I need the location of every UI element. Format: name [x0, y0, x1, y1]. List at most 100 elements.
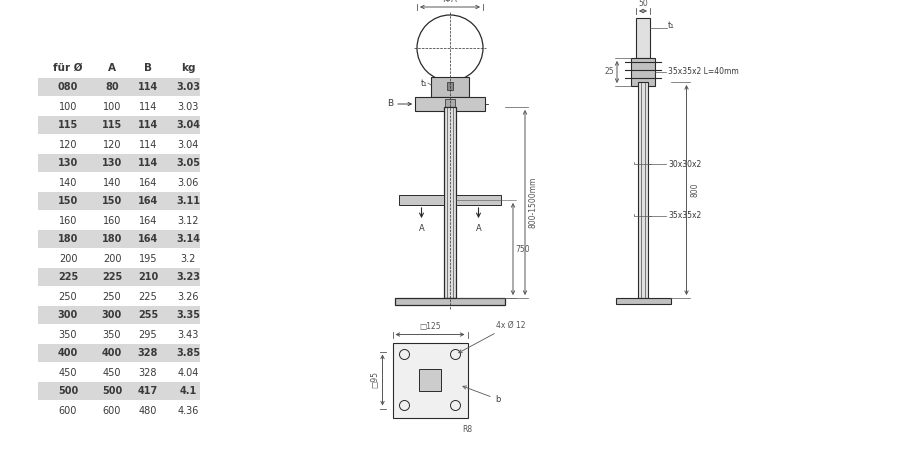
Text: 500: 500 — [58, 387, 78, 396]
Text: 3.05: 3.05 — [176, 158, 200, 168]
Text: 3.12: 3.12 — [177, 216, 199, 225]
Text: 3.06: 3.06 — [177, 177, 199, 188]
Bar — [38, 268, 200, 286]
Bar — [399, 195, 444, 205]
Text: 3.14: 3.14 — [176, 234, 200, 244]
Text: 3.2: 3.2 — [180, 253, 195, 264]
Text: A: A — [475, 224, 482, 233]
Text: 600: 600 — [58, 405, 77, 415]
Text: 4.04: 4.04 — [177, 368, 199, 378]
Text: 164: 164 — [139, 216, 158, 225]
Text: 350: 350 — [58, 329, 77, 339]
Text: 150: 150 — [58, 197, 78, 207]
Text: R8: R8 — [463, 426, 473, 435]
Text: 3.85: 3.85 — [176, 348, 200, 359]
Text: 225: 225 — [102, 273, 122, 283]
Text: 100: 100 — [103, 102, 122, 112]
Text: 35x35x2 L=40mm: 35x35x2 L=40mm — [668, 68, 739, 76]
Text: B: B — [144, 63, 152, 73]
Text: 480: 480 — [139, 405, 158, 415]
Text: 250: 250 — [103, 292, 122, 302]
Text: 164: 164 — [138, 234, 158, 244]
Text: □95: □95 — [371, 372, 380, 388]
Bar — [38, 306, 200, 324]
Text: 115: 115 — [58, 121, 78, 130]
Text: 4x Ø 12: 4x Ø 12 — [459, 320, 525, 353]
Text: 210: 210 — [138, 273, 158, 283]
Text: 195: 195 — [139, 253, 158, 264]
Text: 328: 328 — [138, 348, 158, 359]
Bar — [456, 195, 501, 205]
Text: b: b — [463, 386, 501, 404]
Text: kg: kg — [181, 63, 195, 73]
Text: 500: 500 — [102, 387, 122, 396]
Bar — [419, 369, 441, 391]
Text: 225: 225 — [139, 292, 158, 302]
Text: □125: □125 — [419, 323, 441, 332]
Text: 160: 160 — [103, 216, 122, 225]
Bar — [38, 230, 200, 248]
Text: 114: 114 — [139, 140, 158, 149]
Text: 3.43: 3.43 — [177, 329, 199, 339]
Text: t₁: t₁ — [420, 78, 427, 87]
Text: 164: 164 — [139, 177, 158, 188]
Text: 3.35: 3.35 — [176, 310, 200, 320]
Text: 130: 130 — [58, 158, 78, 168]
Text: 115: 115 — [102, 121, 122, 130]
Text: 3.23: 3.23 — [176, 273, 200, 283]
Text: 328: 328 — [139, 368, 158, 378]
Text: für Ø: für Ø — [53, 63, 83, 73]
Text: 120: 120 — [103, 140, 122, 149]
Text: 3.26: 3.26 — [177, 292, 199, 302]
Text: 114: 114 — [138, 82, 158, 93]
Text: 25: 25 — [605, 68, 614, 76]
Bar — [38, 116, 200, 134]
Text: 417: 417 — [138, 387, 158, 396]
Text: 3.11: 3.11 — [176, 197, 200, 207]
Text: 3.03: 3.03 — [177, 102, 199, 112]
Bar — [38, 154, 200, 172]
Text: 250: 250 — [58, 292, 77, 302]
Text: t₁: t₁ — [668, 22, 675, 31]
Text: 3.04: 3.04 — [176, 121, 200, 130]
Text: 100: 100 — [58, 102, 77, 112]
Text: A: A — [108, 63, 116, 73]
Text: 3.04: 3.04 — [177, 140, 199, 149]
Text: 114: 114 — [138, 158, 158, 168]
Text: 200: 200 — [103, 253, 122, 264]
Bar — [392, 342, 467, 418]
Text: 120: 120 — [58, 140, 77, 149]
Text: 80: 80 — [105, 82, 119, 93]
Text: 400: 400 — [102, 348, 122, 359]
Text: 35x35x2: 35x35x2 — [668, 212, 701, 220]
Text: 600: 600 — [103, 405, 122, 415]
Text: A: A — [418, 224, 425, 233]
Text: 400: 400 — [58, 348, 78, 359]
Bar — [38, 382, 200, 400]
Text: 450: 450 — [58, 368, 77, 378]
Bar — [638, 82, 648, 298]
Bar — [444, 107, 456, 298]
Bar — [616, 298, 670, 304]
Text: 180: 180 — [58, 234, 78, 244]
Text: B: B — [387, 99, 393, 108]
Text: 4.1: 4.1 — [179, 387, 196, 396]
Bar — [631, 58, 655, 86]
Text: IΦA: IΦA — [443, 0, 457, 4]
Text: 130: 130 — [102, 158, 122, 168]
Text: 30x30x2: 30x30x2 — [668, 160, 701, 169]
Text: 114: 114 — [139, 102, 158, 112]
Text: 200: 200 — [58, 253, 77, 264]
Text: 4.36: 4.36 — [177, 405, 199, 415]
Text: 180: 180 — [102, 234, 122, 244]
Text: 140: 140 — [103, 177, 122, 188]
Bar — [38, 78, 200, 96]
Text: 255: 255 — [138, 310, 158, 320]
Bar — [447, 82, 453, 90]
Text: 3.03: 3.03 — [176, 82, 200, 93]
Text: 300: 300 — [58, 310, 78, 320]
Bar — [415, 97, 485, 111]
Text: 080: 080 — [58, 82, 78, 93]
Bar — [395, 298, 505, 305]
Text: 450: 450 — [103, 368, 122, 378]
